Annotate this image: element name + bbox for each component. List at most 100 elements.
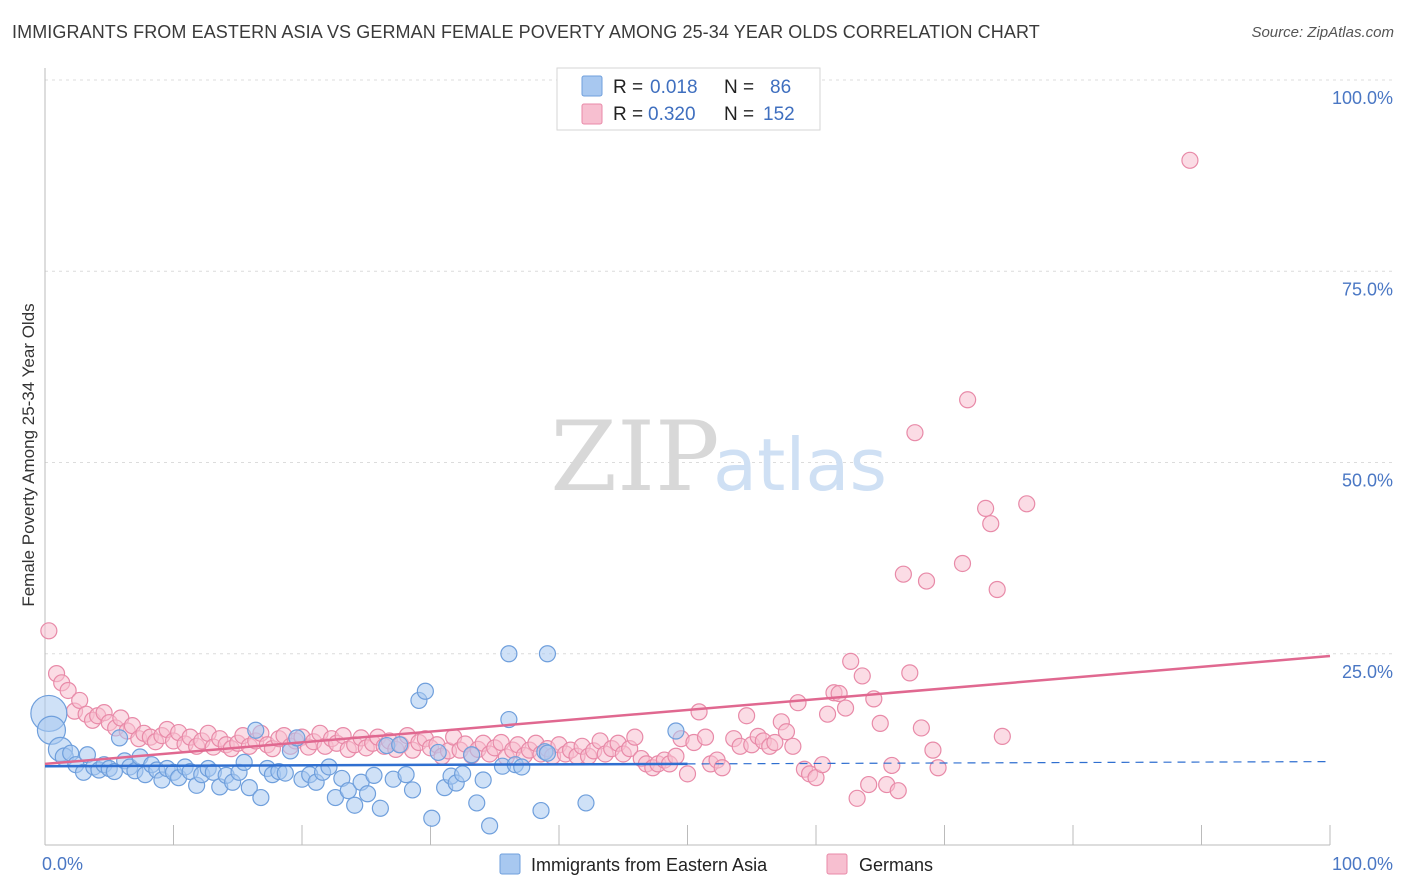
bottom-legend-label-2: Germans (859, 855, 933, 875)
eastern-asia-point (365, 766, 383, 784)
y-tick-label: 75.0% (1342, 279, 1393, 299)
germans-point (766, 733, 784, 752)
germans-point (853, 667, 871, 685)
germans-point (626, 728, 644, 746)
eastern-asia-point (235, 753, 253, 771)
germans-point (977, 499, 995, 517)
germans-point (784, 737, 802, 755)
germans-points (40, 151, 1199, 807)
germans-point (789, 694, 807, 712)
eastern-asia-point (538, 744, 557, 762)
germans-point (667, 747, 685, 765)
eastern-asia-point (468, 794, 486, 812)
germans-point (40, 622, 58, 640)
germans-point (738, 707, 756, 725)
eastern-asia-point (105, 762, 123, 781)
eastern-asia-point (577, 794, 595, 812)
axes (44, 68, 1331, 846)
legend-n-label-2: N = (724, 104, 754, 125)
legend-n-label-1: N = (724, 77, 754, 98)
watermark-atlas: atlas (713, 423, 887, 507)
germans-point (860, 775, 878, 794)
eastern-asia-point (247, 721, 265, 739)
legend-r-value-2: 0.320 (648, 104, 696, 125)
eastern-asia-point (252, 788, 270, 807)
eastern-asia-point (429, 743, 447, 762)
germans-point (894, 565, 912, 583)
watermark: ZIP atlas (550, 401, 887, 513)
germans-point (871, 714, 889, 732)
trend-lines (44, 654, 1331, 768)
grid-lines (45, 79, 1392, 655)
stats-legend: R = 0.018 N = 86 R = 0.320 N = 152 (556, 67, 821, 131)
watermark-zip: ZIP (550, 401, 719, 513)
germans-point (1181, 151, 1199, 169)
bottom-legend-swatch-blue (499, 853, 521, 875)
y-axis-title: Female Poverty Among 25-34 Year Olds (19, 303, 38, 606)
legend-swatch-blue (581, 75, 603, 97)
eastern-asia-point (481, 817, 499, 835)
legend-r-value-1: 0.018 (650, 77, 698, 98)
source-label: Source: ZipAtlas.com (1251, 24, 1394, 41)
germans-point (690, 703, 708, 721)
eastern-asia-point (416, 682, 434, 700)
eastern-asia-trend-line (44, 762, 688, 768)
germans-point (953, 554, 972, 573)
germans-point (836, 699, 855, 717)
eastern-asia-point (320, 758, 338, 776)
y-tick-label: 100.0% (1332, 88, 1393, 108)
germans-point (959, 391, 977, 409)
germans-point (993, 727, 1011, 745)
legend-swatch-pink (581, 103, 603, 125)
y-tick-label: 25.0% (1342, 662, 1393, 682)
legend-n-value-2: 152 (763, 104, 795, 125)
x-tick-label: 0.0% (42, 854, 83, 874)
legend-n-value-1: 86 (770, 77, 791, 98)
germans-point (988, 580, 1006, 599)
series-legend: Immigrants from Eastern Asia Germans (499, 853, 933, 875)
eastern-asia-point (500, 645, 518, 663)
germans-point (917, 572, 936, 590)
eastern-asia-point (240, 779, 258, 797)
germans-point (842, 652, 860, 671)
germans-trend-line (44, 654, 1331, 766)
eastern-asia-point (346, 796, 364, 814)
eastern-asia-point (403, 781, 422, 799)
germans-point (929, 759, 947, 777)
chart-title: IMMIGRANTS FROM EASTERN ASIA VS GERMAN F… (12, 22, 1040, 42)
bottom-legend-label-1: Immigrants from Eastern Asia (531, 855, 768, 875)
y-tick-label: 50.0% (1342, 471, 1393, 491)
eastern-asia-point (538, 645, 557, 663)
eastern-asia-point (463, 746, 481, 764)
eastern-asia-point (454, 765, 472, 783)
germans-point (912, 719, 930, 737)
eastern-asia-trend-extension (687, 761, 1331, 765)
germans-point (883, 756, 901, 775)
eastern-asia-point (667, 722, 685, 740)
eastern-asia-point (339, 782, 357, 800)
germans-point (901, 664, 919, 682)
germans-point (848, 789, 866, 807)
bottom-legend-swatch-pink (826, 853, 848, 875)
germans-point (813, 756, 832, 774)
eastern-asia-points (30, 645, 685, 835)
legend-r-label-1: R = (613, 77, 643, 98)
germans-point (830, 684, 848, 703)
eastern-asia-point (371, 799, 389, 817)
germans-point (1018, 495, 1036, 513)
germans-point (59, 681, 77, 700)
germans-point (696, 728, 715, 746)
eastern-asia-point (513, 758, 531, 776)
tick-labels: 25.0% 50.0% 75.0% 100.0% 0.0% 100.0% (42, 88, 1393, 874)
eastern-asia-point (110, 729, 129, 747)
germans-point (678, 765, 697, 783)
germans-point (713, 759, 731, 777)
germans-point (982, 515, 1000, 533)
eastern-asia-point (474, 771, 492, 789)
eastern-asia-point (397, 766, 415, 784)
legend-r-label-2: R = (613, 104, 643, 125)
germans-point (777, 723, 796, 741)
germans-point (924, 741, 942, 759)
eastern-asia-point (532, 801, 550, 820)
